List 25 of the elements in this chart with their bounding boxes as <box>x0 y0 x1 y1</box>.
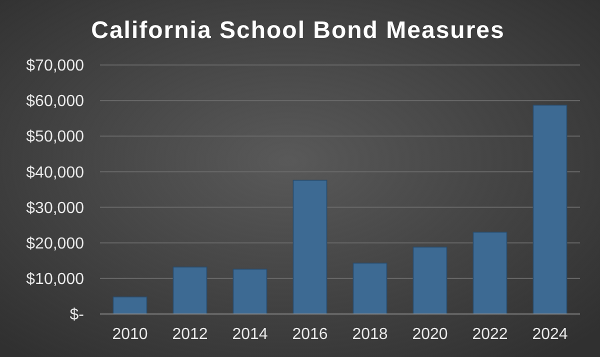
x-tick-label: 2024 <box>532 326 568 343</box>
bar <box>112 296 148 314</box>
y-tick-label: $- <box>70 306 84 324</box>
y-tick-label: $30,000 <box>26 200 84 217</box>
x-tick-label: 2014 <box>232 326 268 343</box>
x-tick-label: 2010 <box>112 326 148 343</box>
bar <box>412 246 448 314</box>
x-tick-label: 2012 <box>172 326 208 343</box>
bar <box>172 266 208 314</box>
x-tick-label: 2016 <box>292 326 328 343</box>
x-tick-label: 2022 <box>472 326 508 343</box>
y-tick-label: $50,000 <box>26 128 84 146</box>
bar <box>472 232 508 314</box>
x-tick-label: 2018 <box>352 326 388 343</box>
bar <box>352 262 388 314</box>
y-tick-label: $70,000 <box>26 58 84 75</box>
bar <box>292 180 328 314</box>
bar <box>532 104 568 314</box>
y-tick-label: $20,000 <box>26 235 84 252</box>
chart-title: California School Bond Measures <box>91 17 505 44</box>
y-tick-label: $10,000 <box>26 271 84 288</box>
bar <box>232 268 268 314</box>
y-tick-label: $40,000 <box>26 164 84 182</box>
y-tick-label: $60,000 <box>26 93 84 110</box>
x-tick-label: 2020 <box>412 326 448 343</box>
